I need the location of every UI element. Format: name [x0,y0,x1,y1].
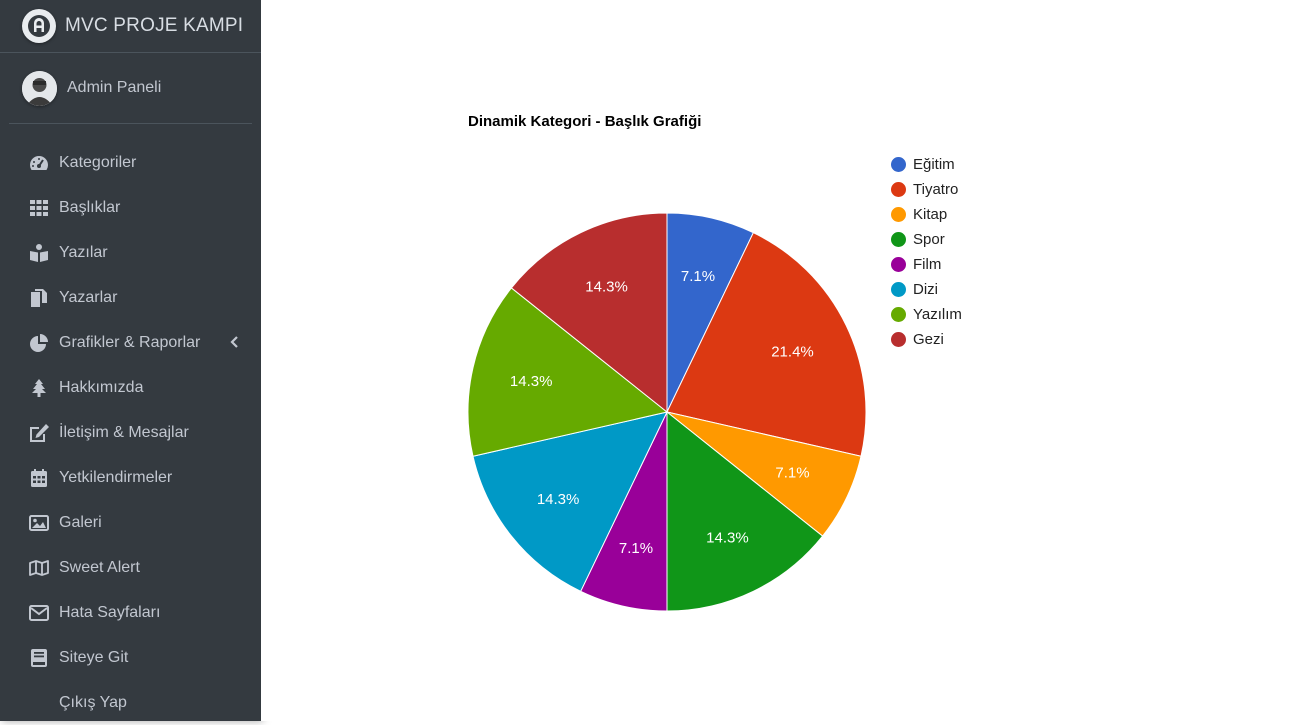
legend-label: Spor [913,231,945,248]
pie-slice-label: 14.3% [510,373,553,390]
legend-marker [891,332,906,347]
legend-marker [891,207,906,222]
envelope-icon [29,603,49,623]
legend-item[interactable]: Spor [891,227,962,252]
sidebar-item-kategoriler[interactable]: Kategoriler [0,140,261,185]
user-panel[interactable]: Admin Paneli [9,53,252,124]
sidebar-item-label: Grafikler & Raporlar [59,333,201,351]
map-icon [29,558,49,578]
legend-label: Yazılım [913,306,962,323]
sidebar-item-label: Başlıklar [59,198,121,216]
sidebar-item-siteye-git[interactable]: Siteye Git [0,635,261,680]
legend-label: Kitap [913,206,948,223]
brand-logo-icon [22,9,56,43]
chart-title: Dinamik Kategori - Başlık Grafiği [468,113,702,130]
tachometer-icon [29,153,49,173]
legend-item[interactable]: Dizi [891,277,962,302]
legend-item[interactable]: Kitap [891,202,962,227]
legend-marker [891,157,906,172]
sidebar-item-label: İletişim & Mesajlar [59,423,189,441]
legend-marker [891,307,906,322]
legend-item[interactable]: Yazılım [891,302,962,327]
legend-label: Film [913,256,942,273]
pie-slice-label: 21.4% [771,344,814,361]
pie-slice[interactable] [510,212,668,414]
sidebar-item-label: Yazarlar [59,288,118,306]
pie-slice-label: 7.1% [775,464,809,481]
sidebar-item-label: Siteye Git [59,648,129,666]
sidebar-item-label: Hakkımızda [59,378,144,396]
sidebar-item-sweet-alert[interactable]: Sweet Alert [0,545,261,590]
sidebar-item-grafikler-raporlar[interactable]: Grafikler & Raporlar [0,320,261,365]
sidebar-item-galeri[interactable]: Galeri [0,500,261,545]
sidebar-item-iletisim-mesajlar[interactable]: İletişim & Mesajlar [0,410,261,455]
chevron-left-icon[interactable] [230,335,238,353]
legend-item[interactable]: Tiyatro [891,177,962,202]
pie-slice[interactable] [666,232,867,457]
brand-title: MVC PROJE KAMPI [65,15,244,36]
brand-link[interactable]: MVC PROJE KAMPI [0,0,261,53]
user-name: Admin Paneli [67,79,162,96]
pie-slice[interactable] [472,411,668,592]
book-icon [29,648,49,668]
pie-slice[interactable] [666,410,824,612]
legend-item[interactable]: Film [891,252,962,277]
sidebar-item-hakkimizda[interactable]: Hakkımızda [0,365,261,410]
legend-label: Dizi [913,281,938,298]
sidebar: MVC PROJE KAMPI Admin Paneli Kategoriler… [0,0,261,721]
legend-label: Gezi [913,331,944,348]
legend-item[interactable]: Gezi [891,327,962,352]
image-icon [29,513,49,533]
copy-icon [29,288,49,308]
legend-label: Eğitim [913,156,955,173]
pie-slice-label: 14.3% [706,530,749,547]
pie-slice-label: 7.1% [681,268,715,285]
sidebar-item-label: Yazılar [59,243,108,261]
pie-slice-label: 7.1% [619,540,653,557]
calendar-icon [29,468,49,488]
edit-icon [29,423,49,443]
legend-marker [891,232,906,247]
chart-legend: Eğitim Tiyatro Kitap Spor Film Dizi Yazılım Gez… [891,152,962,352]
pie-chart: 7.1% 21.4% 7.1% 14.3% 7.1% 14.3% 14.3% 14.3% [467,212,867,612]
sidebar-item-yetkilendirmeler[interactable]: Yetkilendirmeler [0,455,261,500]
pie-slice-label: 14.3% [585,278,628,295]
sidebar-item-label: Kategoriler [59,153,137,171]
pie-slice[interactable] [467,287,669,457]
logout-icon [29,693,49,713]
legend-marker [891,182,906,197]
legend-item[interactable]: Eğitim [891,152,962,177]
tree-icon [29,378,49,398]
sidebar-item-yazarlar[interactable]: Yazarlar [0,275,261,320]
main-content: Dinamik Kategori - Başlık Grafiği 7.1% 21… [261,0,1306,721]
pie-chart-container: Dinamik Kategori - Başlık Grafiği 7.1% 21… [461,100,1021,640]
pie-chart-icon [29,333,49,353]
sidebar-item-basliklar[interactable]: Başlıklar [0,185,261,230]
sidebar-item-label: Sweet Alert [59,558,140,576]
sidebar-item-label: Yetkilendirmeler [59,468,173,486]
sidebar-item-yazilar[interactable]: Yazılar [0,230,261,275]
sidebar-nav: Kategoriler Başlıklar Yazılar Yazarlar G… [0,140,261,725]
sidebar-item-label: Galeri [59,513,102,531]
sidebar-item-hata-sayfalari[interactable]: Hata Sayfaları [0,590,261,635]
reader-icon [29,243,49,263]
grid-icon [29,198,49,218]
user-avatar [22,70,57,106]
sidebar-item-label: Çıkış Yap [59,693,127,711]
legend-label: Tiyatro [913,181,959,198]
legend-marker [891,257,906,272]
legend-marker [891,282,906,297]
pie-slice-label: 14.3% [537,491,580,508]
sidebar-item-cikis-yap[interactable]: Çıkış Yap [0,680,261,725]
sidebar-item-label: Hata Sayfaları [59,603,161,621]
